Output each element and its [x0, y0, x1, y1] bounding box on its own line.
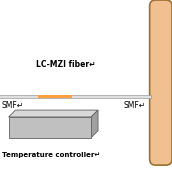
Text: SMF↵: SMF↵: [124, 101, 146, 110]
Bar: [38, 95, 72, 98]
Text: LC-MZI fiber↵: LC-MZI fiber↵: [36, 60, 95, 69]
Polygon shape: [91, 110, 98, 138]
Bar: [0, 95, 151, 98]
Text: SMF↵: SMF↵: [2, 101, 24, 110]
Bar: [9, 117, 91, 138]
FancyBboxPatch shape: [150, 0, 172, 165]
Text: Temperature controller↵: Temperature controller↵: [2, 152, 101, 158]
Polygon shape: [9, 110, 98, 117]
